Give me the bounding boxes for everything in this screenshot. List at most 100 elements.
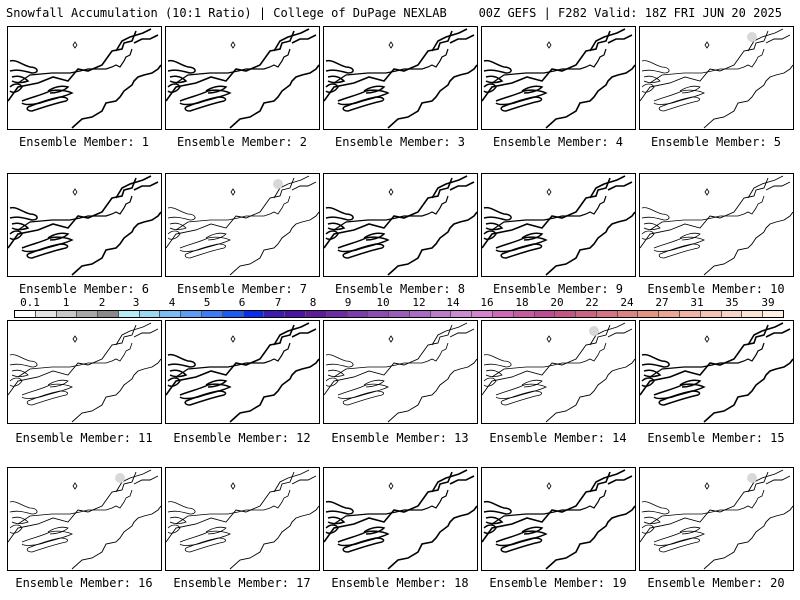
- colorbar-segment: [700, 311, 722, 317]
- colorbar-tick-label: 5: [203, 296, 211, 309]
- colorbar-tick-label: 14: [446, 296, 460, 309]
- map-svg: [8, 322, 161, 423]
- map-title: Snowfall Accumulation (10:1 Ratio) | Col…: [6, 6, 447, 20]
- colorbar-segment: [139, 311, 161, 317]
- ensemble-member-map: [323, 320, 478, 424]
- map-svg: [8, 28, 161, 129]
- ensemble-member-label: Ensemble Member: 18: [331, 576, 469, 590]
- ensemble-member-map: [639, 320, 794, 424]
- colorbar-segment: [659, 311, 680, 317]
- map-svg: [166, 175, 319, 276]
- map-svg: [482, 28, 635, 129]
- map-svg: [324, 175, 477, 276]
- ensemble-member-label: Ensemble Member: 17: [173, 576, 311, 590]
- colorbar-tick-label: 22: [585, 296, 599, 309]
- ensemble-member-label: Ensemble Member: 8: [334, 282, 466, 296]
- ensemble-member-label: Ensemble Member: 1: [18, 135, 150, 149]
- colorbar-tick-label: 12: [412, 296, 426, 309]
- ensemble-member-label: Ensemble Member: 13: [331, 431, 469, 445]
- colorbar-segment: [492, 311, 514, 317]
- colorbar-segment: [98, 311, 119, 317]
- ensemble-member-map: [7, 320, 162, 424]
- ensemble-member-label: Ensemble Member: 12: [173, 431, 311, 445]
- ensemble-member-map: [165, 320, 320, 424]
- colorbar-segment: [680, 311, 701, 317]
- ensemble-member-map: [7, 467, 162, 571]
- colorbar-segment: [15, 311, 36, 317]
- colorbar-tick-label: 18: [515, 296, 529, 309]
- ensemble-member-map: [639, 173, 794, 277]
- ensemble-member-label: Ensemble Member: 6: [18, 282, 150, 296]
- map-svg: [640, 28, 793, 129]
- colorbar-tick-label: 31: [690, 296, 704, 309]
- colorbar-tick-label: 16: [480, 296, 494, 309]
- map-svg: [640, 469, 793, 570]
- colorbar-tick-label: 7: [274, 296, 282, 309]
- ensemble-member-label: Ensemble Member: 15: [647, 431, 785, 445]
- ensemble-member-map: [7, 26, 162, 130]
- colorbar-tick-label: 9: [344, 296, 352, 309]
- map-svg: [166, 322, 319, 423]
- ensemble-member-label: Ensemble Member: 7: [176, 282, 308, 296]
- map-svg: [482, 175, 635, 276]
- colorbar-segment: [513, 311, 535, 317]
- ensemble-member-label: Ensemble Member: 16: [15, 576, 153, 590]
- map-svg: [324, 28, 477, 129]
- ensemble-member-label: Ensemble Member: 14: [489, 431, 627, 445]
- colorbar-segment: [77, 311, 99, 317]
- colorbar-segment: [721, 311, 743, 317]
- ensemble-member-map: [165, 26, 320, 130]
- ensemble-member-map: [7, 173, 162, 277]
- colorbar-tick-label: 20: [550, 296, 564, 309]
- colorbar-segment: [222, 311, 244, 317]
- colorbar-segment: [389, 311, 410, 317]
- ensemble-member-map: [481, 173, 636, 277]
- ensemble-member-map: [481, 26, 636, 130]
- colorbar-segment: [118, 311, 140, 317]
- colorbar-segment: [243, 311, 265, 317]
- colorbar-segment: [368, 311, 390, 317]
- ensemble-member-map: [323, 26, 478, 130]
- colorbar-segment: [555, 311, 577, 317]
- ensemble-member-map: [481, 467, 636, 571]
- colorbar-segment: [617, 311, 639, 317]
- colorbar-tick-label: 39: [761, 296, 775, 309]
- colorbar-segment: [264, 311, 286, 317]
- colorbar-segment: [451, 311, 473, 317]
- colorbar-segment: [430, 311, 452, 317]
- forecast-valid-time: 00Z GEFS | F282 Valid: 18Z FRI JUN 20 20…: [478, 6, 782, 20]
- ensemble-member-map: [323, 467, 478, 571]
- colorbar-segment: [285, 311, 306, 317]
- ensemble-member-label: Ensemble Member: 9: [492, 282, 624, 296]
- ensemble-member-label: Ensemble Member: 10: [647, 282, 785, 296]
- ensemble-member-map: [639, 467, 794, 571]
- colorbar-segment: [347, 311, 369, 317]
- map-svg: [324, 469, 477, 570]
- ensemble-member-label: Ensemble Member: 2: [176, 135, 308, 149]
- map-svg: [8, 175, 161, 276]
- ensemble-member-label: Ensemble Member: 11: [15, 431, 153, 445]
- colorbar-tick-label: 24: [620, 296, 634, 309]
- colorbar-tick-label: 1: [62, 296, 70, 309]
- ensemble-member-map: [165, 467, 320, 571]
- colorbar-segment: [202, 311, 223, 317]
- map-svg: [640, 175, 793, 276]
- colorbar-segment: [472, 311, 493, 317]
- map-svg: [482, 322, 635, 423]
- colorbar-segment: [305, 311, 327, 317]
- ensemble-member-map: [323, 173, 478, 277]
- ensemble-member-label: Ensemble Member: 19: [489, 576, 627, 590]
- colorbar-tick-label: 3: [132, 296, 140, 309]
- colorbar-tick-label: 10: [376, 296, 390, 309]
- colorbar-tick-label: 2: [98, 296, 106, 309]
- ensemble-member-label: Ensemble Member: 3: [334, 135, 466, 149]
- ensemble-member-map: [481, 320, 636, 424]
- colorbar-segment: [763, 311, 783, 317]
- colorbar-segment: [409, 311, 431, 317]
- ensemble-member-map: [165, 173, 320, 277]
- colorbar-segment: [160, 311, 182, 317]
- map-svg: [482, 469, 635, 570]
- ensemble-member-label: Ensemble Member: 4: [492, 135, 624, 149]
- colorbar-segment: [326, 311, 348, 317]
- colorbar-tick-label: 6: [238, 296, 246, 309]
